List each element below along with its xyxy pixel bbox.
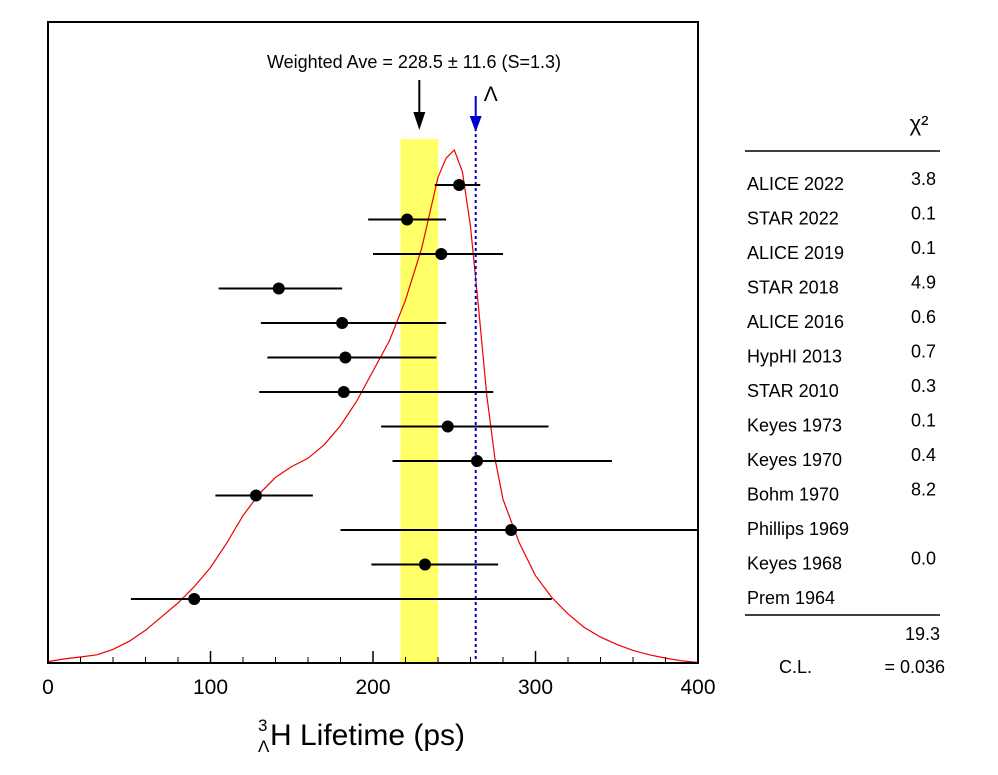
- table-row-name: STAR 2010: [747, 381, 839, 401]
- table-row-name: HypHI 2013: [747, 347, 842, 367]
- measurement: [215, 489, 313, 502]
- data-point: [339, 351, 352, 364]
- table-row-name: Keyes 1973: [747, 416, 842, 436]
- table-row-chi2: 3.8: [911, 169, 936, 189]
- lambda-arrow-head: [469, 116, 482, 132]
- table-row-name: Keyes 1968: [747, 554, 842, 574]
- x-tick-label: 200: [355, 676, 390, 699]
- x-axis-ticks-layer: 0 100 200 300 400: [42, 651, 716, 699]
- table-row-name: Bohm 1970: [747, 485, 839, 505]
- table-row-chi2: 0.7: [911, 342, 936, 362]
- data-point: [471, 455, 483, 467]
- table-row-chi2: 0.6: [911, 307, 936, 327]
- annotations-layer: Weighted Ave = 228.5 ± 11.6 (S=1.3) Λ: [267, 52, 561, 130]
- measurement: [218, 282, 343, 295]
- measurement: [373, 248, 503, 260]
- data-point: [188, 593, 201, 605]
- confidence-level-value: = 0.036: [884, 657, 945, 677]
- measurement: [392, 455, 612, 467]
- data-point: [441, 420, 454, 433]
- table-row-name: ALICE 2019: [747, 243, 844, 263]
- chi2-column-header: χ²: [910, 111, 929, 136]
- measurement: [381, 420, 549, 433]
- measurement: [340, 524, 698, 536]
- table-row-name: Prem 1964: [747, 588, 835, 608]
- x-axis-label-text: H Lifetime (ps): [270, 719, 465, 752]
- table-row-chi2: 0.3: [911, 376, 936, 396]
- data-point: [401, 213, 414, 226]
- weighted-average-band-layer: [400, 139, 439, 663]
- data-point: [337, 386, 350, 398]
- lambda-label: Λ: [484, 83, 498, 106]
- table-row-chi2: 0.1: [911, 204, 936, 224]
- weighted-average-arrow-head: [413, 112, 426, 130]
- lambda-line-layer: [469, 96, 482, 663]
- confidence-level-label: C.L.: [779, 657, 812, 677]
- table-row-chi2: 0.1: [911, 238, 936, 258]
- measurement: [434, 179, 481, 191]
- measurement: [267, 351, 437, 364]
- data-point: [250, 489, 262, 502]
- x-tick-label: 0: [42, 676, 54, 699]
- measurement: [368, 213, 447, 226]
- x-axis-label-subscript: Λ: [258, 737, 270, 756]
- chi2-total: 19.3: [905, 624, 940, 644]
- x-tick-label: 100: [193, 676, 228, 699]
- table-rows: ALICE 2022 3.8 STAR 2022 0.1 ALICE 2019 0.1 ST…: [747, 169, 936, 608]
- data-point: [435, 248, 448, 260]
- measurement: [259, 386, 494, 398]
- table-row-name: ALICE 2016: [747, 312, 844, 332]
- x-tick-label: 300: [518, 676, 553, 699]
- table-row-name: ALICE 2022: [747, 174, 844, 194]
- chi2-table: χ² ALICE 2022 3.8 STAR 2022 0.1 ALICE 2019 0.…: [745, 111, 945, 677]
- measurement-points-layer: [130, 179, 698, 605]
- measurement: [371, 558, 499, 571]
- weighted-average-label: Weighted Ave = 228.5 ± 11.6 (S=1.3): [267, 52, 561, 72]
- table-row-chi2: 0.1: [911, 411, 936, 431]
- data-point: [505, 524, 518, 536]
- table-row-name: STAR 2022: [747, 209, 839, 229]
- x-axis-label-superscript: 3: [258, 716, 267, 735]
- ideogram-curve: [47, 148, 699, 664]
- measurement: [260, 317, 447, 329]
- table-row-chi2: 8.2: [911, 480, 936, 500]
- ideogram-curve-layer: [47, 148, 699, 664]
- table-row-chi2: 4.9: [911, 273, 936, 293]
- x-tick-label: 400: [680, 676, 715, 699]
- table-row-name: Phillips 1969: [747, 519, 849, 539]
- plot-frame: [47, 21, 699, 664]
- weighted-average-band: [400, 139, 439, 663]
- measurement: [130, 593, 552, 605]
- data-point: [272, 282, 285, 295]
- x-axis-label: 3 Λ H Lifetime (ps): [258, 716, 465, 756]
- table-row-name: STAR 2018: [747, 278, 839, 298]
- data-point: [419, 558, 431, 571]
- table-row-chi2: 0.4: [911, 445, 936, 465]
- table-row-name: Keyes 1970: [747, 450, 842, 470]
- data-point: [453, 179, 466, 191]
- data-point: [336, 317, 349, 329]
- table-row-chi2: 0.0: [911, 549, 936, 569]
